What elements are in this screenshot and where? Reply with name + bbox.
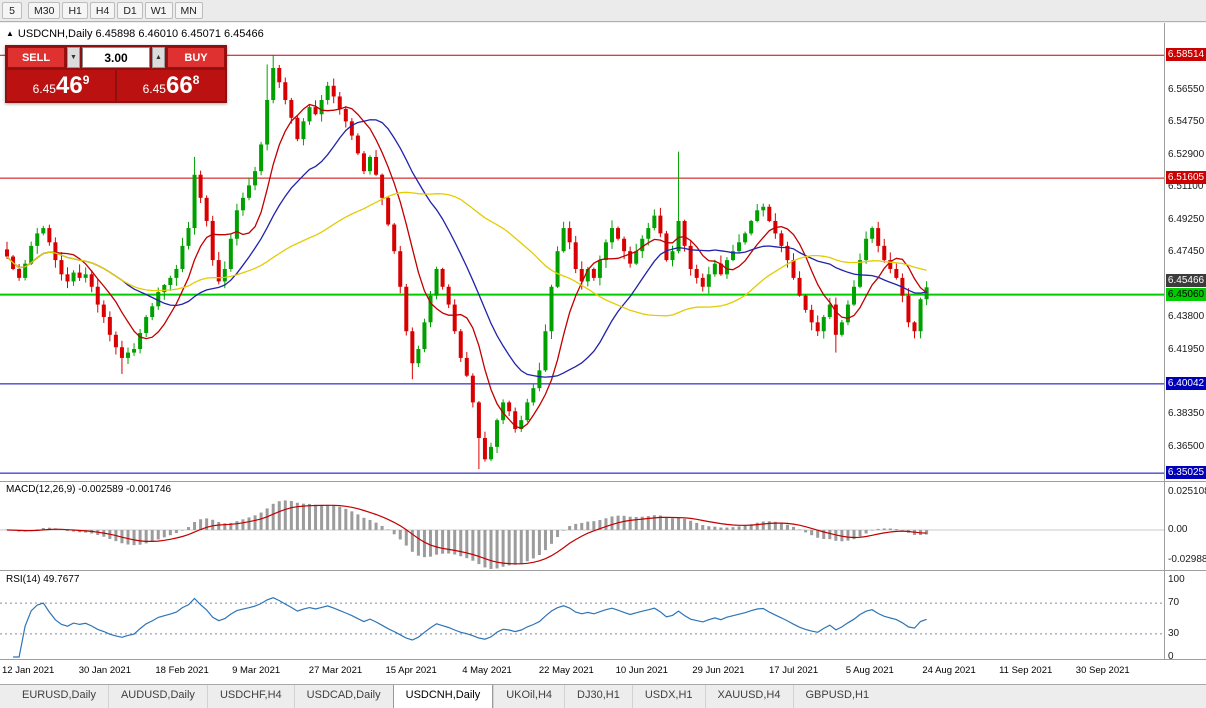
time-label: 5 Aug 2021: [845, 665, 894, 676]
timeframe-toolbar: 5 M30 H1 H4 D1 W1 MN: [0, 0, 1206, 22]
chart-tab-xauusd[interactable]: XAUUSD,H4: [704, 685, 793, 708]
price-axis[interactable]: 6.56550 6.54750 6.52900 6.51100 6.49250 6.474…: [1165, 23, 1206, 684]
price-badge: 6.51605: [1166, 171, 1206, 185]
time-label: 27 Mar 2021: [308, 665, 363, 676]
chart-tab-usdchf[interactable]: USDCHF,H4: [206, 685, 294, 708]
macd-axis-label: 0.025108: [1168, 486, 1206, 497]
moving-average-line-20: [6, 119, 927, 378]
time-label: 17 Jul 2021: [769, 665, 819, 676]
sell-price-prefix: 6.45: [32, 82, 56, 96]
macd-axis-label: -0.02988: [1168, 554, 1206, 565]
chart-tab-usdx[interactable]: USDX,H1: [631, 685, 705, 708]
rsi-axis-label: 70: [1168, 597, 1180, 609]
macd-axis-label: 0.00: [1168, 524, 1188, 535]
axis-divider: [1164, 23, 1165, 660]
collapse-icon[interactable]: ▲: [6, 29, 14, 38]
chart-ohlc-readout: ▲ USDCNH,Daily 6.45898 6.46010 6.45071 6.…: [6, 28, 264, 40]
rsi-line: [13, 597, 927, 658]
sell-price-sup: 9: [82, 73, 90, 87]
timeframe-button-w1[interactable]: W1: [144, 2, 173, 19]
price-badge: 6.40042: [1166, 376, 1206, 390]
buy-price-big: 66: [165, 72, 193, 99]
buy-price-prefix: 6.45: [142, 82, 166, 96]
time-label: 30 Jan 2021: [78, 665, 131, 676]
price-badge: 6.45466: [1166, 274, 1206, 288]
chart-tab-eurusd[interactable]: EURUSD,Daily: [22, 689, 96, 701]
chart-tab-gbpusd[interactable]: GBPUSD,H1: [792, 685, 882, 708]
volume-field[interactable]: 3.00: [82, 47, 150, 68]
chart-tab-usdcad[interactable]: USDCAD,Daily: [293, 685, 393, 708]
time-label: 29 Jun 2021: [692, 665, 745, 676]
rsi-axis-label: 30: [1168, 627, 1180, 639]
trade-prices-row: 6.45 46 9 6.45 66 8: [7, 70, 225, 101]
price-label: 6.54750: [1168, 116, 1205, 128]
macd-histogram: [5, 500, 929, 569]
price-label: 6.41950: [1168, 343, 1205, 355]
pane-separator[interactable]: [0, 481, 1206, 482]
time-label: 9 Mar 2021: [232, 665, 281, 676]
time-label: 18 Feb 2021: [155, 665, 209, 676]
timeframe-button-5[interactable]: 5: [2, 2, 22, 19]
timeframe-button-mn[interactable]: MN: [174, 2, 203, 19]
price-badge: 6.35025: [1166, 466, 1206, 480]
timeframe-button-h4[interactable]: H4: [89, 2, 116, 19]
candles-group: [5, 55, 929, 470]
time-label: 12 Jan 2021: [2, 665, 55, 676]
price-label: 6.56550: [1168, 84, 1205, 96]
volume-decrease-button[interactable]: ▼: [67, 47, 80, 68]
rsi-axis-label: 100: [1168, 574, 1185, 585]
time-label: 22 May 2021: [538, 665, 594, 676]
price-label: 6.47450: [1168, 246, 1205, 258]
trade-controls-row: SELL ▼ 3.00 ▲ BUY: [7, 47, 225, 68]
macd-chart[interactable]: [0, 482, 1164, 570]
volume-increase-button[interactable]: ▲: [152, 47, 165, 68]
macd-header: MACD(12,26,9) -0.002589 -0.001746: [6, 484, 172, 495]
time-label: 11 Sep 2021: [999, 665, 1053, 676]
price-label: 6.49250: [1168, 214, 1205, 226]
sell-price-display[interactable]: 6.45 46 9: [7, 70, 115, 101]
price-badge: 6.58514: [1166, 48, 1206, 62]
time-label: 15 Apr 2021: [385, 665, 437, 676]
time-axis[interactable]: 12 Jan 2021 30 Jan 2021 18 Feb 2021 9 Mar 2…: [0, 660, 1164, 684]
ohlc-text: USDCNH,Daily 6.45898 6.46010 6.45071 6.4…: [17, 28, 264, 40]
chart-tab-usdcnh[interactable]: USDCNH,Daily: [392, 685, 494, 708]
buy-button[interactable]: BUY: [167, 47, 225, 68]
price-label: 6.51100: [1168, 181, 1204, 193]
sell-price-big: 46: [55, 72, 83, 99]
pane-separator[interactable]: [0, 570, 1206, 571]
price-label: 6.38350: [1168, 407, 1205, 419]
buy-price-sup: 8: [192, 73, 200, 87]
time-label: 10 Jun 2021: [615, 665, 668, 676]
time-label: 30 Sep 2021: [1075, 665, 1130, 676]
one-click-trading-panel: SELL ▼ 3.00 ▲ BUY 6.45 46 9 6.45 66 8: [5, 45, 227, 103]
moving-average-line-45: [6, 191, 927, 317]
price-chart[interactable]: [0, 23, 1164, 481]
sell-button[interactable]: SELL: [7, 47, 65, 68]
price-badge: 6.45060: [1166, 287, 1206, 301]
chart-tab-ukoil[interactable]: UKOil,H4: [493, 685, 564, 708]
chart-tab-audusd[interactable]: AUDUSD,Daily: [107, 685, 207, 708]
time-label: 4 May 2021: [462, 665, 512, 676]
moving-average-line-8: [6, 103, 928, 430]
rsi-chart[interactable]: [0, 571, 1164, 659]
rsi-axis-label: 0: [1168, 651, 1174, 662]
timeframe-button-m30[interactable]: M30: [28, 2, 61, 19]
buy-price-display[interactable]: 6.45 66 8: [117, 70, 225, 101]
timeframe-button-d1[interactable]: D1: [117, 2, 143, 19]
rsi-header: RSI(14) 49.7677: [6, 574, 80, 585]
pane-separator: [0, 659, 1206, 660]
chart-tabs: EURUSD,Daily AUDUSD,Daily USDCHF,H4 USDCAD,…: [0, 684, 1206, 708]
timeframe-button-h1[interactable]: H1: [62, 2, 88, 19]
chart-tab-dj30[interactable]: DJ30,H1: [564, 685, 632, 708]
price-label: 6.52900: [1168, 149, 1205, 161]
price-label: 6.36500: [1168, 440, 1205, 452]
macd-signal-line: [6, 504, 927, 565]
time-label: 24 Aug 2021: [922, 665, 976, 676]
price-label: 6.43800: [1168, 311, 1205, 322]
chart-area[interactable]: ▲ USDCNH,Daily 6.45898 6.46010 6.45071 6.…: [0, 23, 1206, 684]
